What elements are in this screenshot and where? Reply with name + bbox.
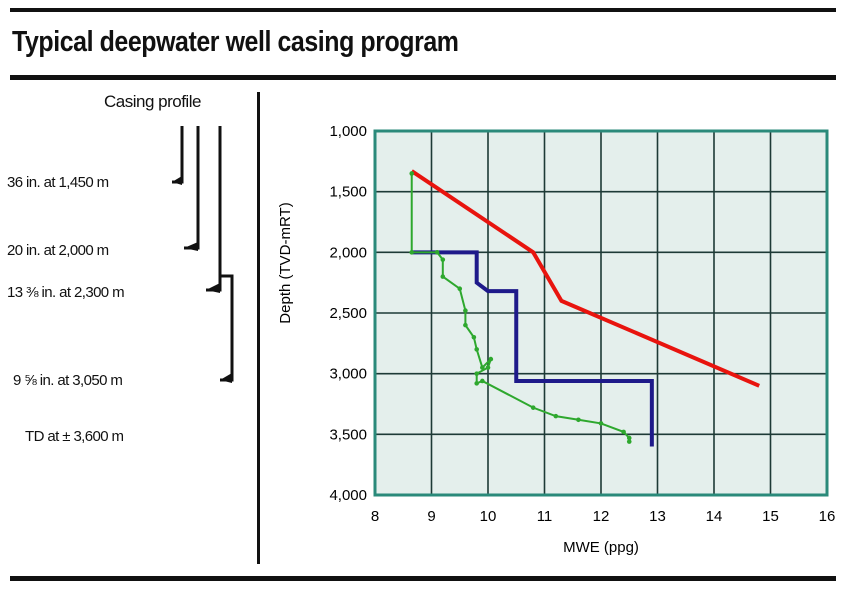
title-rule	[10, 75, 836, 80]
series-point	[463, 308, 468, 313]
casing-label-20: 20 in. at 2,000 m	[7, 242, 109, 259]
x-tick-label: 8	[371, 508, 379, 525]
series-point	[530, 405, 536, 410]
casing-shoe-13	[206, 283, 220, 293]
casing-shoe-20	[184, 242, 198, 251]
series-point	[409, 171, 415, 176]
bottom-rule	[10, 576, 836, 581]
plot-frame	[373, 129, 829, 497]
casing-label-9: 9 ⅝ in. at 3,050 m	[13, 372, 123, 389]
panel-divider	[257, 92, 260, 564]
y-tick-label: 3,500	[329, 426, 367, 443]
y-tick-label: 1,500	[329, 184, 367, 201]
series-point	[457, 286, 463, 292]
figure-title: Typical deepwater well casing program	[12, 26, 459, 58]
casing-label-td: TD at ± 3,600 m	[25, 428, 124, 445]
series-point	[485, 365, 491, 370]
y-axis-label: Depth (TVD-mRT)	[277, 202, 294, 323]
x-tick-label: 13	[649, 508, 666, 525]
series-point	[474, 371, 480, 376]
casing-label-36: 36 in. at 1,450 m	[7, 174, 109, 191]
top-rule	[10, 8, 836, 12]
series-point	[471, 334, 477, 340]
x-tick-label: 12	[593, 508, 610, 525]
series-point	[480, 378, 485, 384]
y-tick-label: 1,000	[329, 123, 367, 140]
series-point	[626, 435, 632, 441]
series-point	[480, 365, 485, 370]
y-tick-label: 3,000	[329, 366, 367, 383]
x-tick-label: 14	[706, 508, 723, 525]
series-point	[598, 421, 604, 426]
x-tick-label: 15	[762, 508, 779, 525]
y-tick-label: 2,500	[329, 305, 367, 322]
series-point	[440, 274, 446, 279]
casing-shoe-9	[220, 373, 232, 383]
series-point	[576, 417, 581, 423]
series-point	[474, 381, 480, 386]
series-point	[488, 356, 494, 362]
casing-label-13: 13 ⅜ in. at 2,300 m	[7, 284, 125, 301]
x-tick-label: 16	[819, 508, 836, 525]
casing-profile-heading: Casing profile	[104, 92, 201, 111]
x-tick-label: 9	[427, 508, 435, 525]
series-point	[474, 347, 480, 352]
y-tick-label: 2,000	[329, 244, 367, 261]
series-point	[440, 257, 446, 262]
x-tick-label: 10	[480, 508, 497, 525]
x-axis-label: MWE (ppg)	[563, 539, 639, 556]
y-tick-label: 4,000	[329, 487, 367, 504]
series-point	[621, 429, 626, 435]
series-point	[626, 439, 632, 444]
series-line-1	[411, 250, 654, 447]
series-point	[463, 322, 468, 328]
x-tick-label: 11	[537, 508, 553, 525]
series-point	[434, 250, 440, 255]
series-point	[409, 250, 415, 255]
casing-shoe-36	[172, 176, 182, 185]
series-line-0	[410, 169, 760, 388]
series-point	[553, 413, 559, 419]
